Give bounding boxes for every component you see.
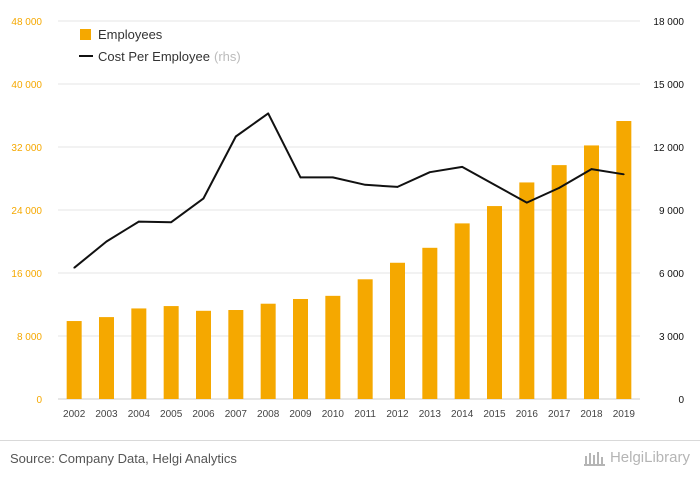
left-axis-tick-label: 0 — [36, 395, 42, 406]
point-cost-per-employee — [461, 166, 463, 168]
x-axis-tick-label: 2006 — [192, 409, 215, 420]
combo-chart: 0 8 000 16 000 24 000 32 000 40 000 48 000 0 3 … — [11, 17, 684, 420]
point-cost-per-employee — [429, 171, 431, 173]
bar-employees — [99, 317, 114, 399]
left-axis-tick-label: 48 000 — [11, 17, 42, 28]
x-axis-tick-label: 2003 — [95, 409, 118, 420]
left-axis-tick-label: 16 000 — [11, 269, 42, 280]
right-axis-tick-label: 6 000 — [659, 269, 684, 280]
point-cost-per-employee — [493, 184, 496, 186]
cost-line — [73, 112, 625, 269]
bar-employees — [66, 321, 82, 399]
right-axis-tick-label: 9 000 — [659, 206, 684, 217]
library-logo-icon — [583, 451, 605, 466]
bar-employees — [454, 223, 470, 399]
bar-employees — [228, 310, 244, 399]
legend-rhs-suffix: (rhs) — [214, 49, 241, 64]
point-cost-per-employee — [590, 168, 593, 170]
point-cost-per-employee — [558, 187, 560, 189]
bar-employees — [293, 298, 308, 399]
bar-employees — [487, 206, 502, 399]
legend-label-cost-per-employee: Cost Per Employee (rhs) — [98, 49, 241, 64]
bar-employees — [390, 262, 405, 399]
left-axis-tick-label: 8 000 — [17, 332, 42, 343]
right-axis-tick-label: 15 000 — [653, 80, 684, 91]
point-cost-per-employee — [332, 176, 334, 179]
legend: Employees Cost Per Employee (rhs) — [79, 27, 241, 64]
point-cost-per-employee — [396, 186, 399, 188]
line-cost-per-employee — [73, 112, 624, 269]
point-cost-per-employee — [73, 266, 75, 269]
point-cost-per-employee — [170, 221, 172, 223]
point-cost-per-employee — [299, 176, 302, 179]
x-axis-tick-label: 2004 — [128, 409, 151, 420]
x-axis-tick-label: 2015 — [483, 409, 506, 420]
legend-swatch-employees — [80, 29, 91, 40]
right-axis-tick-label: 3 000 — [659, 332, 684, 343]
x-axis-tick-label: 2013 — [419, 409, 442, 420]
x-axis-tick-label: 2010 — [322, 409, 345, 420]
x-axis-tick-label: 2016 — [516, 409, 539, 420]
x-axis-tick-label: 2019 — [613, 409, 636, 420]
point-cost-per-employee — [105, 240, 108, 243]
x-axis-tick-label: 2011 — [354, 409, 376, 420]
source-text: Source: Company Data, Helgi Analytics — [10, 451, 237, 466]
bar-employees — [196, 310, 211, 399]
x-axis-tick-label: 2012 — [386, 409, 409, 420]
left-axis-ticks: 0 8 000 16 000 24 000 32 000 40 000 48 000 — [11, 17, 42, 406]
bar-employees — [616, 121, 632, 399]
point-cost-per-employee — [138, 220, 140, 223]
right-axis-tick-label: 18 000 — [653, 17, 684, 28]
bar-employees — [422, 247, 438, 399]
legend-cost-name: Cost Per Employee — [98, 49, 210, 64]
x-axis-tick-label: 2018 — [580, 409, 603, 420]
bar-employees — [551, 165, 567, 399]
helgi-library-logo: HelgiLibrary — [583, 449, 690, 466]
logo-text: HelgiLibrary — [609, 449, 690, 466]
x-axis-tick-label: 2017 — [548, 409, 571, 420]
x-axis-tick-label: 2007 — [225, 409, 248, 420]
gridlines — [58, 20, 640, 400]
x-axis-tick-label: 2005 — [160, 409, 183, 420]
left-axis-tick-label: 24 000 — [11, 206, 42, 217]
point-cost-per-employee — [202, 197, 205, 200]
bar-employees — [357, 279, 373, 399]
legend-label-employees: Employees — [98, 27, 163, 42]
x-axis-ticks: 2002 2003 2004 2005 2006 2007 2008 2009 2010 2011… — [63, 409, 635, 420]
point-cost-per-employee — [267, 112, 269, 115]
left-axis-tick-label: 40 000 — [11, 80, 42, 91]
x-axis-tick-label: 2002 — [63, 409, 86, 420]
point-cost-per-employee — [623, 173, 625, 176]
point-cost-per-employee — [235, 135, 237, 138]
bar-employees — [163, 306, 179, 399]
bar-employees — [260, 303, 276, 399]
footer: Source: Company Data, Helgi Analytics He… — [0, 440, 700, 483]
right-axis-ticks: 0 3 000 6 000 9 000 12 000 15 000 18 000 — [653, 17, 684, 406]
bar-employees — [584, 145, 599, 399]
x-axis-tick-label: 2008 — [257, 409, 280, 420]
right-axis-tick-label: 12 000 — [653, 143, 684, 154]
bar-employees — [325, 295, 341, 399]
x-axis-tick-label: 2014 — [451, 409, 474, 420]
bar-employees — [131, 308, 147, 399]
bar-employees — [519, 182, 535, 399]
employees-bars — [66, 121, 632, 399]
left-axis-tick-label: 32 000 — [11, 143, 42, 154]
point-cost-per-employee — [364, 184, 366, 186]
right-axis-tick-label: 0 — [678, 395, 684, 406]
point-cost-per-employee — [526, 201, 528, 204]
x-axis-tick-label: 2009 — [289, 409, 312, 420]
